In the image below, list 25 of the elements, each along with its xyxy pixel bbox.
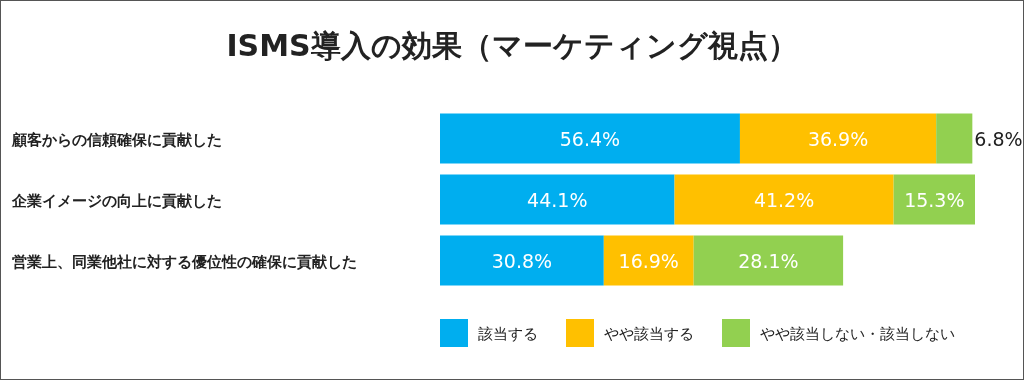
bar [893,174,975,225]
data-label: 16.9% [618,249,679,272]
bar [674,174,894,225]
bar [440,113,740,164]
data-label: 28.1% [738,249,799,272]
bar [603,235,694,286]
y-tick-label: 企業イメージの向上に貢献した [11,191,222,210]
data-label: 15.3% [904,188,965,211]
legend-label: やや該当しない・該当しない [760,325,955,343]
chart-title: ISMS導入の効果（マーケティング視点） [226,28,798,63]
y-tick-label: 顧客からの信頼確保に貢献した [11,130,222,149]
bar [440,235,604,286]
bar [693,235,844,286]
y-tick-label: 営業上、同業他社に対する優位性の確保に貢献した [12,252,357,271]
bar [440,174,675,225]
data-label: 36.9% [807,127,869,150]
bar [936,113,973,164]
data-label: 56.4% [559,127,621,150]
bar [739,113,937,164]
legend-label: やや該当する [604,325,694,343]
legend-label: 該当する [478,325,538,343]
data-label: 44.1% [527,188,588,211]
data-label: 41.2% [753,188,815,211]
data-label: 30.8% [491,249,553,272]
data-label: 6.8% [974,127,1023,150]
